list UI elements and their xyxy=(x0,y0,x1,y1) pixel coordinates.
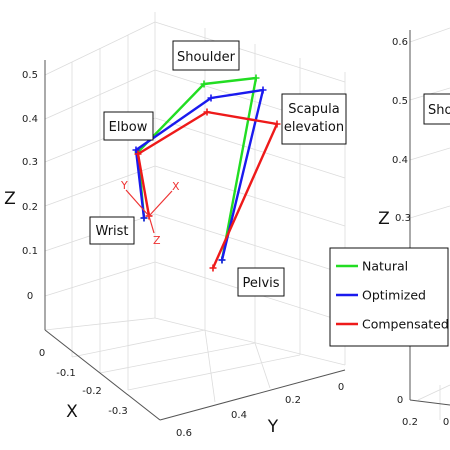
annotation-shoulder-text: Shoulder xyxy=(177,50,236,65)
series-line-natural xyxy=(136,76,258,261)
series-layer xyxy=(132,74,281,272)
right-z-tick-2: 0.4 xyxy=(392,155,408,166)
joint-marker-optimized-4 xyxy=(218,256,226,264)
right-floor-line xyxy=(409,399,450,406)
z-tick-3: 0.3 xyxy=(22,157,38,168)
left-axis-edges xyxy=(44,60,346,421)
annotation-pelvis: Pelvis xyxy=(237,267,285,297)
right-z-tick-1: 0.5 xyxy=(392,96,408,107)
joint-marker-optimized-1 xyxy=(132,146,140,154)
left-gridlines xyxy=(44,12,346,421)
right-x-tick-1: 0 xyxy=(443,417,449,428)
joint-marker-compensated-3 xyxy=(273,120,281,128)
wrist-frame-y-label: Y xyxy=(120,179,128,192)
joint-marker-natural-3 xyxy=(252,74,260,82)
annotation-elbow: Elbow xyxy=(103,111,154,141)
legend-box xyxy=(329,247,449,347)
joint-marker-compensated-2 xyxy=(203,108,211,116)
joint-marker-natural-2 xyxy=(200,80,208,88)
y-tick-0: 0.6 xyxy=(176,428,192,439)
x-tick-0: 0 xyxy=(39,348,45,359)
annotation-wrist-text: Wrist xyxy=(95,224,128,239)
wrist-frame-x-label: X xyxy=(172,180,180,193)
y-axis-line xyxy=(159,369,346,421)
right-gridlines xyxy=(409,27,450,420)
joint-marker-optimized-2 xyxy=(207,94,215,102)
z-tick-5: 0.5 xyxy=(22,70,38,81)
z-tick-4: 0.4 xyxy=(22,114,38,125)
legend-label-natural: Natural xyxy=(362,259,408,274)
right-x-tick-0: 0.2 xyxy=(402,417,418,428)
right-z-tick-0: 0.6 xyxy=(392,37,408,48)
joint-marker-optimized-3 xyxy=(259,86,267,94)
annotation-pelvis-text: Pelvis xyxy=(242,276,279,291)
y-tick-1: 0.4 xyxy=(231,410,247,421)
legend: Natural Optimized Compensated xyxy=(329,247,449,347)
x-tick-2: -0.2 xyxy=(82,386,102,397)
annotation-scapula: Scapula elevation xyxy=(281,93,347,145)
right-z-tick-4: 0 xyxy=(397,395,403,406)
joint-marker-optimized-0 xyxy=(140,214,148,222)
wrist-frame-z-label: Z xyxy=(153,234,161,247)
joint-marker-compensated-1 xyxy=(134,150,142,158)
annotation-wrist: Wrist xyxy=(89,216,135,245)
annotation-scapula-text: Scapula elevation xyxy=(284,102,344,135)
z-tick-2: 0.2 xyxy=(22,202,38,213)
legend-label-compensated: Compensated xyxy=(362,317,449,332)
legend-items: Natural Optimized Compensated xyxy=(336,259,449,332)
legend-label-optimized: Optimized xyxy=(362,288,426,303)
right-annotation-shoulder: Sho xyxy=(423,93,450,125)
x-axis-line xyxy=(44,329,161,421)
wrist-frame-z-axis xyxy=(148,215,155,234)
y-tick-labels: 0.6 0.4 0.2 0 xyxy=(176,382,344,439)
y-tick-2: 0.2 xyxy=(285,395,301,406)
annotation-elbow-text: Elbow xyxy=(109,120,148,135)
z-tick-1: 0.1 xyxy=(22,246,38,257)
wrist-frame-y-axis xyxy=(125,189,150,217)
right-3d-plot-partial: 0.6 0.5 0.4 0.3 0 0.2 0 Z Sho xyxy=(378,27,450,428)
right-z-axis-label: Z xyxy=(378,209,390,229)
z-axis-label: Z xyxy=(4,189,16,209)
y-axis-label: Y xyxy=(267,417,279,437)
joint-marker-compensated-4 xyxy=(209,264,217,272)
wrist-frame xyxy=(125,189,173,234)
z-tick-labels: 0 0.1 0.2 0.3 0.4 0.5 xyxy=(22,70,38,302)
x-tick-1: -0.1 xyxy=(56,368,76,379)
x-tick-labels: 0 -0.1 -0.2 -0.3 xyxy=(39,348,128,417)
wrist-frame-x-axis xyxy=(148,190,173,217)
right-z-tick-3: 0.3 xyxy=(395,213,411,224)
annotation-shoulder: Shoulder xyxy=(172,40,240,71)
y-tick-3: 0 xyxy=(338,382,344,393)
x-axis-label: X xyxy=(66,402,78,422)
left-3d-plot: 0 0.1 0.2 0.3 0.4 0.5 0 -0.1 -0.2 -0.3 0… xyxy=(4,12,347,439)
z-tick-0: 0 xyxy=(27,291,33,302)
x-tick-3: -0.3 xyxy=(108,406,128,417)
right-annotation-shoulder-text: Sho xyxy=(428,103,450,118)
